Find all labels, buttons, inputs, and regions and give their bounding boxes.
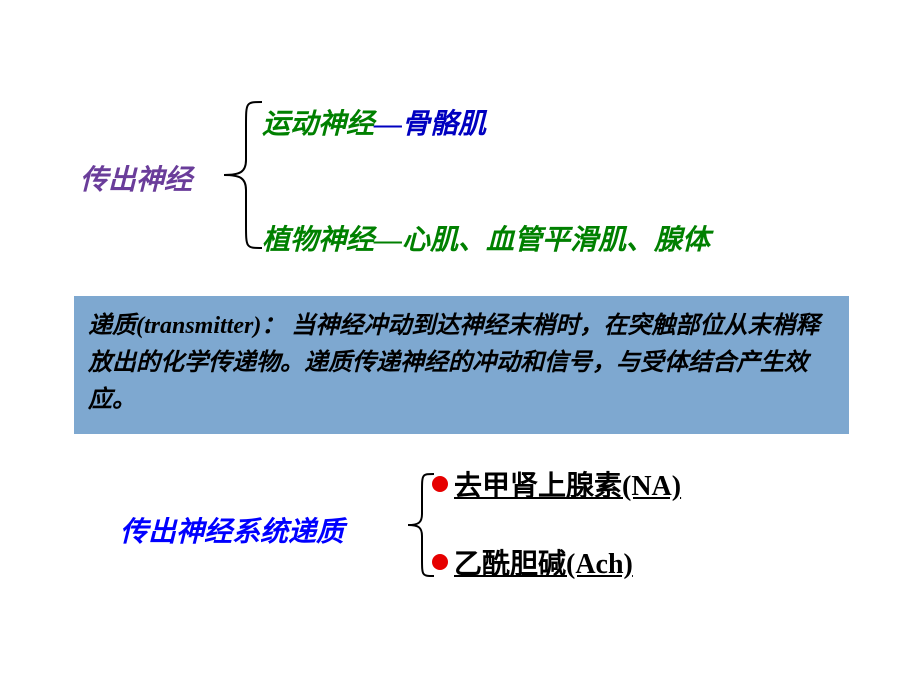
efferent-nerve-label: 传出神经 bbox=[80, 158, 192, 198]
transmitter-item-na: 去甲肾上腺素(NA) bbox=[432, 464, 681, 504]
bullet-icon bbox=[432, 476, 448, 492]
transmitter-item-ach: 乙酰胆碱(Ach) bbox=[432, 542, 633, 582]
transmitter-item-label: 乙酰胆碱(Ach) bbox=[454, 542, 633, 582]
bullet-icon bbox=[432, 554, 448, 570]
branch-motor-nerve-part-b: —骨骼肌 bbox=[374, 109, 486, 140]
efferent-transmitters-label: 传出神经系统递质 bbox=[120, 510, 344, 550]
transmitter-item-label: 去甲肾上腺素(NA) bbox=[454, 464, 681, 504]
branch-motor-nerve-part-a: 运动神经 bbox=[262, 109, 374, 140]
branch-motor-nerve: 运动神经—骨骼肌 bbox=[262, 102, 486, 142]
brace-top-icon bbox=[218, 98, 262, 252]
brace-bottom-icon bbox=[404, 470, 434, 580]
transmitter-definition-box: 递质(transmitter)： 当神经冲动到达神经末梢时，在突触部位从末梢释放… bbox=[74, 296, 849, 434]
slide: 传出神经 运动神经—骨骼肌 植物神经—心肌、血管平滑肌、腺体 递质(transm… bbox=[0, 0, 920, 690]
branch-autonomic-nerve: 植物神经—心肌、血管平滑肌、腺体 bbox=[262, 218, 710, 258]
